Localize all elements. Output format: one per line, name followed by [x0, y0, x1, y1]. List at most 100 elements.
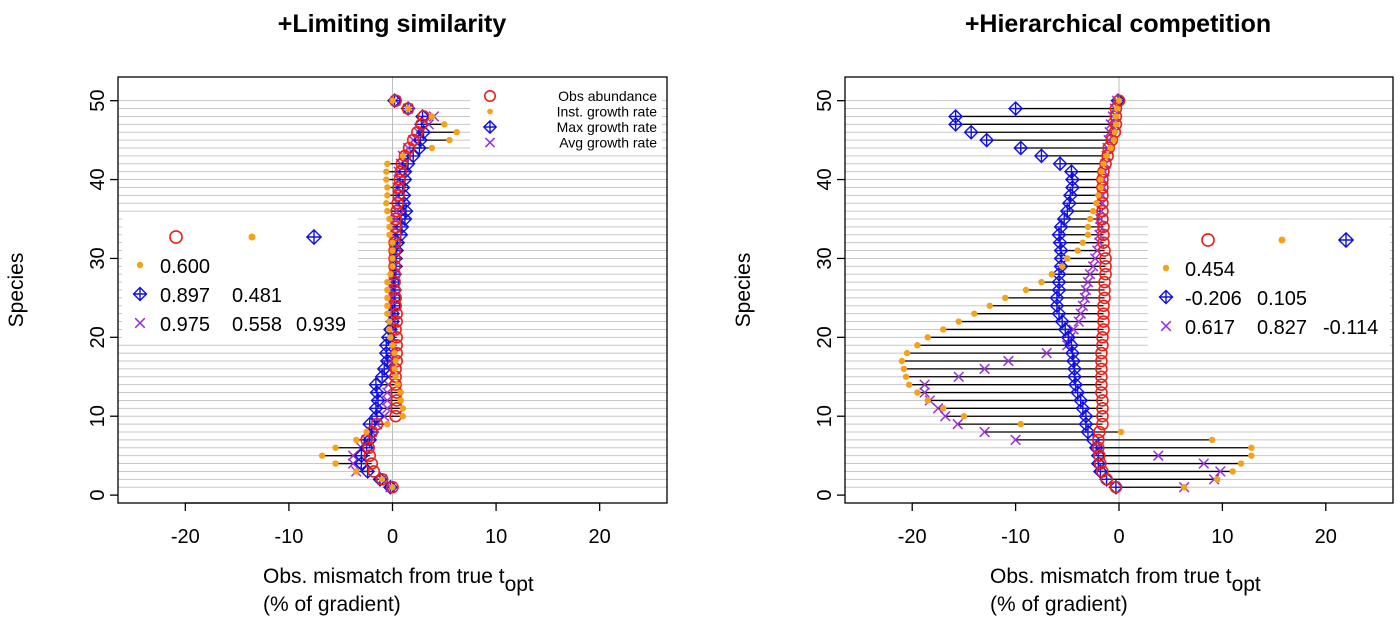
inst-growth-point [1022, 286, 1030, 294]
avg-growth-point [919, 387, 930, 398]
obs-abundance-point [1101, 149, 1114, 163]
inst-growth-point [1084, 223, 1092, 231]
max-growth-point [979, 132, 995, 148]
inst-growth-point [1074, 247, 1081, 254]
inst-growth-point [386, 326, 393, 333]
obs-abundance-point [401, 102, 415, 115]
y-tick-label: 10 [87, 405, 109, 427]
inst-growth-point [399, 405, 407, 412]
inst-growth-point [353, 436, 360, 444]
obs-abundance-point [1097, 323, 1110, 336]
inst-growth-point [1089, 207, 1097, 215]
inst-growth-point [353, 468, 360, 475]
inst-growth-point [384, 207, 391, 215]
y-tick-label: 0 [87, 490, 109, 501]
inst-growth-point [905, 381, 913, 388]
max-growth-point [1008, 101, 1024, 117]
inst-growth-point [1237, 460, 1245, 467]
avg-growth-point [381, 403, 393, 414]
inst-growth-point [914, 342, 921, 349]
avg-growth-point [1077, 300, 1089, 312]
avg-growth-point [1073, 316, 1085, 327]
avg-growth-point [1084, 268, 1096, 280]
y-tick-label: 20 [814, 326, 836, 348]
inst-growth-point [428, 113, 436, 120]
inst-growth-point [1038, 278, 1045, 286]
obs-abundance-point [1095, 346, 1108, 360]
obs-abundance-point [1098, 283, 1111, 297]
inst-growth-point [1084, 231, 1092, 238]
avg-growth-point [347, 458, 359, 469]
obs-abundance-point [392, 189, 406, 202]
inst-growth-point [1098, 168, 1105, 175]
max-growth-point [1053, 243, 1069, 259]
avg-growth-point [1010, 434, 1021, 446]
inst-growth-point [363, 428, 370, 436]
avg-growth-point [1152, 450, 1164, 461]
inst-growth-point [1229, 468, 1236, 475]
x-tick-label: 0 [387, 526, 398, 548]
obs-abundance-point [1098, 244, 1111, 257]
inst-growth-point [387, 271, 394, 278]
y-tick-label: 50 [814, 90, 836, 112]
inst-growth-point [1111, 129, 1119, 136]
inst-growth-point [1112, 121, 1120, 128]
x-tick-label: 20 [1315, 526, 1337, 548]
avg-growth-point [919, 379, 930, 390]
max-growth-point [368, 377, 384, 393]
max-growth-point [1052, 235, 1068, 251]
legend-marker [487, 108, 493, 115]
y-tick-label: 40 [87, 168, 109, 190]
inst-growth-point [386, 231, 393, 238]
avg-growth-point [1041, 347, 1052, 359]
correlation-value: 0.617 [1185, 317, 1235, 339]
inst-growth-point [900, 365, 908, 373]
max-growth-point [1066, 353, 1081, 369]
inst-growth-point [441, 121, 448, 128]
obs-abundance-point [1097, 236, 1110, 249]
table-obs-marker [1201, 233, 1215, 247]
obs-abundance-point [390, 307, 403, 320]
x-axis-label-line2: (% of gradient) [990, 593, 1128, 616]
table-row-marker [132, 286, 148, 302]
obs-abundance-point [365, 457, 379, 470]
obs-abundance-point [1093, 449, 1106, 462]
obs-abundance-point [1096, 338, 1109, 352]
obs-abundance-point [1095, 362, 1108, 376]
obs-abundance-point [1092, 441, 1105, 455]
obs-abundance-point [1097, 299, 1110, 313]
inst-growth-point [383, 168, 390, 175]
obs-abundance-point [1096, 465, 1109, 478]
chart-title: +Limiting similarity [278, 10, 507, 38]
y-axis-label: Species [732, 253, 755, 328]
inst-growth-point [389, 239, 396, 246]
inst-growth-point [392, 373, 399, 380]
inst-growth-point [384, 278, 391, 286]
avg-growth-point [979, 363, 990, 375]
avg-growth-point [1080, 284, 1092, 296]
inst-growth-point [386, 318, 393, 325]
obs-abundance-point [394, 165, 408, 178]
inst-growth-point [383, 176, 390, 183]
table-row-marker [1158, 289, 1174, 305]
plot-area [118, 77, 667, 503]
obs-abundance-point [393, 173, 407, 186]
obs-abundance-point [1095, 378, 1108, 391]
max-growth-point [948, 108, 964, 124]
table-row-marker [136, 261, 144, 269]
inst-growth-point [986, 302, 993, 309]
avg-growth-point [1214, 466, 1226, 477]
x-axis-label: Obs. mismatch from true topt [263, 565, 534, 596]
obs-abundance-point [1097, 307, 1110, 320]
inst-growth-point [399, 413, 407, 420]
avg-growth-point [979, 426, 990, 438]
obs-abundance-point [392, 181, 406, 194]
inst-growth-point [384, 192, 391, 199]
inst-growth-point [1115, 97, 1123, 104]
inst-growth-point [1079, 239, 1087, 246]
inst-growth-point [1110, 136, 1118, 144]
correlation-value: 0.939 [296, 314, 346, 336]
inst-growth-point [955, 318, 962, 325]
inst-growth-point [318, 452, 326, 459]
avg-growth-point [347, 450, 359, 461]
